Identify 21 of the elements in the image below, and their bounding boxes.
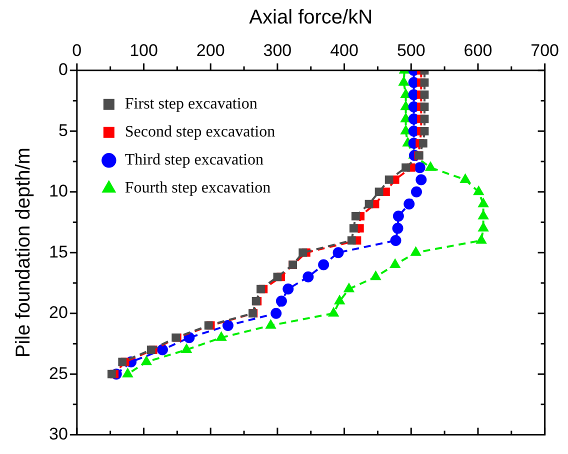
y-tick-label: 30 — [48, 424, 68, 444]
x-tick-label: 0 — [72, 40, 82, 60]
x-tick-label: 300 — [263, 40, 292, 60]
x-tick-label: 200 — [196, 40, 225, 60]
x-axis-title: Axial force/kN — [249, 6, 373, 29]
legend-label: First step excavation — [124, 96, 258, 113]
y-tick-label: 0 — [58, 60, 68, 80]
y-tick-label: 15 — [48, 242, 68, 262]
y-tick-label: 20 — [48, 303, 68, 322]
x-tick-label: 700 — [530, 40, 560, 60]
legend-label: Third step excavation — [124, 152, 264, 169]
legend-label: Fourth step excavation — [124, 180, 271, 197]
x-tick-label: 400 — [330, 40, 358, 60]
y-tick-label: 5 — [58, 120, 68, 140]
x-tick-label: 100 — [130, 40, 158, 60]
x-tick-label: 600 — [464, 40, 492, 60]
y-tick-label: 25 — [48, 364, 68, 383]
x-tick-label: 500 — [396, 40, 426, 60]
y-tick-label: 10 — [48, 182, 68, 201]
legend-label: Second step excavation — [124, 124, 276, 141]
y-axis-title: Pile foundation depth/m — [12, 148, 35, 358]
